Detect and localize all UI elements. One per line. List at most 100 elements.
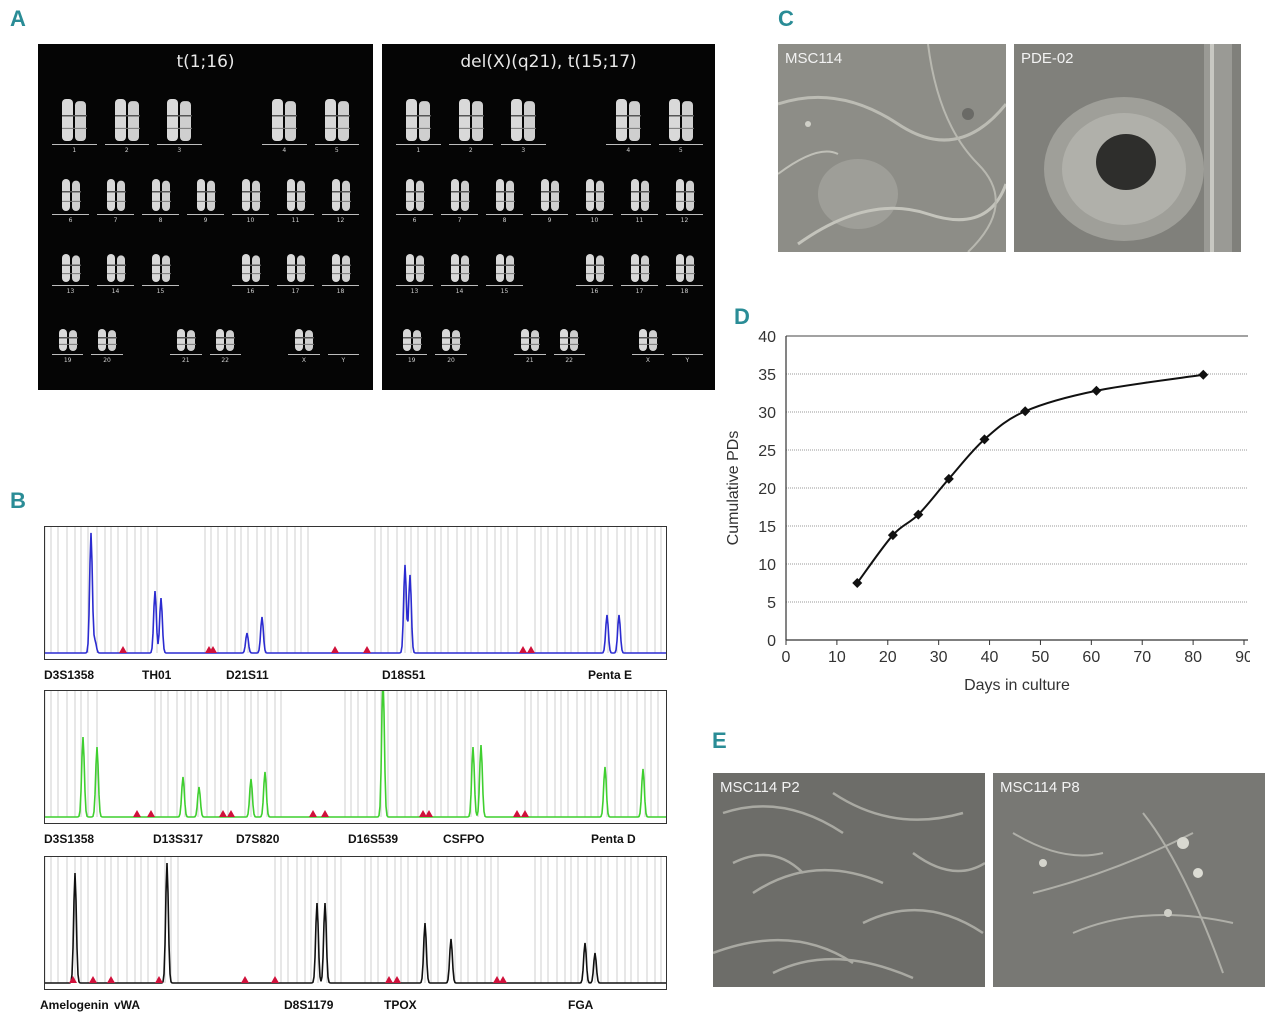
chromosome-label: 11 xyxy=(635,217,644,224)
chromosome-label: 15 xyxy=(156,288,165,295)
chromosome-baseline xyxy=(91,354,123,355)
y-tick-label: 20 xyxy=(758,481,776,498)
allele-marker xyxy=(493,976,501,983)
chromosome-label: 4 xyxy=(282,147,287,154)
chromosome-pair xyxy=(324,99,350,141)
allele-marker xyxy=(133,810,141,817)
chromosome-label: 15 xyxy=(500,288,509,295)
chromosome-baseline xyxy=(666,285,703,286)
chromosome-pair xyxy=(495,179,515,211)
panel-label-d: D xyxy=(734,304,750,329)
chromosome-baseline xyxy=(621,214,658,215)
chromosome-label: 2 xyxy=(124,147,129,154)
chromosome-baseline xyxy=(514,354,546,355)
x-tick-label: 10 xyxy=(828,649,846,666)
chromosome-label: 22 xyxy=(565,357,573,364)
chromosome-label: 14 xyxy=(111,288,120,295)
y-tick-label: 30 xyxy=(758,405,776,422)
allele-marker xyxy=(419,810,427,817)
chromosome-baseline xyxy=(170,354,202,355)
y-tick-label: 35 xyxy=(758,367,776,384)
chromosome-baseline xyxy=(97,285,134,286)
chromosome-label: Y xyxy=(685,357,690,364)
micrograph-pde02: PDE-02 xyxy=(1014,44,1241,252)
electropherogram xyxy=(45,527,666,654)
chromosome-pair xyxy=(615,99,642,141)
chromosome-pair xyxy=(61,254,81,282)
chromosome-baseline xyxy=(157,144,202,145)
allele-marker xyxy=(219,810,227,817)
chromosome-baseline xyxy=(142,214,179,215)
locus-label: TH01 xyxy=(142,668,172,682)
micrograph-label: MSC114 P8 xyxy=(1000,779,1080,796)
chromosome-label: 10 xyxy=(590,217,599,224)
chromosome-pair xyxy=(106,179,126,211)
chromosome-pair xyxy=(458,99,484,141)
str-profile-blue xyxy=(44,526,667,660)
series-line xyxy=(856,373,1204,584)
chromosome-label: 8 xyxy=(502,217,507,224)
chromosome-baseline xyxy=(142,285,179,286)
chromosome-label: 16 xyxy=(590,288,599,295)
micrograph-p2-image xyxy=(713,773,985,987)
chromosome-pair xyxy=(215,329,236,351)
chromosome-pair xyxy=(675,254,695,282)
micrograph-msc114-p2: MSC114 P2 xyxy=(713,773,985,987)
chromosome-baseline xyxy=(671,354,703,355)
chromosome-pair xyxy=(241,179,261,211)
x-tick-label: 50 xyxy=(1032,649,1050,666)
chromosome-pair xyxy=(638,329,658,351)
x-tick-label: 70 xyxy=(1133,649,1151,666)
chromosome-pair xyxy=(450,254,470,282)
chromosome-pair xyxy=(331,254,351,282)
locus-label: Penta D xyxy=(591,832,636,846)
allele-marker xyxy=(363,646,371,653)
allele-marker xyxy=(119,646,127,653)
karyotype-right: del(X)(q21), t(15;17) 1 2 3 4 5 6 7 8 9 10 11 12 13 1… xyxy=(382,44,715,390)
chromosome-label: Y xyxy=(341,357,346,364)
x-tick-label: 90 xyxy=(1235,649,1250,666)
chromosome-pair xyxy=(405,179,425,211)
chromosome-pair xyxy=(495,254,515,282)
str-profile-green xyxy=(44,690,667,824)
allele-marker xyxy=(513,810,521,817)
allele-marker xyxy=(527,646,535,653)
chromosome-label: 17 xyxy=(635,288,644,295)
chromosome-label: 4 xyxy=(626,147,631,154)
allele-marker xyxy=(147,810,155,817)
micrograph-label: MSC114 P2 xyxy=(720,779,800,796)
chromosome-label: 12 xyxy=(336,217,345,224)
locus-label: D7S820 xyxy=(236,832,280,846)
chromosome-pair xyxy=(106,254,126,282)
locus-label: Penta E xyxy=(588,668,633,682)
chromosome-label: 14 xyxy=(455,288,464,295)
chromosome-pair xyxy=(61,99,88,141)
chromosome-baseline xyxy=(52,214,89,215)
chromosome-baseline xyxy=(448,144,493,145)
locus-label: vWA xyxy=(114,998,141,1012)
allele-marker xyxy=(499,976,507,983)
micrograph-pde02-image xyxy=(1014,44,1241,252)
karyotype-left: t(1;16) 1 2 3 4 5 6 7 8 9 10 11 12 13 14 15 16 17 18 19 20 2… xyxy=(38,44,373,390)
allele-marker xyxy=(155,976,163,983)
data-point xyxy=(1198,369,1209,380)
chromosome-label: X xyxy=(645,357,650,364)
chromosome-label: 19 xyxy=(407,357,416,364)
chromosome-label: 13 xyxy=(410,288,419,295)
chromosome-baseline xyxy=(576,285,613,286)
locus-label: TPOX xyxy=(384,998,417,1012)
cumulative-pd-chart: 0 5 10 15 20 25 30 35 40 0 10 20 30 40 50 60 70 80 90 Days … xyxy=(725,329,1250,694)
chromosome-baseline xyxy=(576,214,613,215)
chromosome-pair xyxy=(151,254,171,282)
chromosome-pair xyxy=(520,329,540,351)
chromosome-baseline xyxy=(632,354,664,355)
chromosome-baseline xyxy=(97,214,134,215)
chromosome-baseline xyxy=(288,354,320,355)
allele-marker xyxy=(271,976,279,983)
allele-marker xyxy=(393,976,401,983)
chromosome-pair xyxy=(176,329,196,351)
chromosome-baseline xyxy=(396,144,441,145)
chromosome-baseline xyxy=(314,144,359,145)
chromosome-pair xyxy=(441,329,462,351)
data-point xyxy=(1020,406,1031,417)
